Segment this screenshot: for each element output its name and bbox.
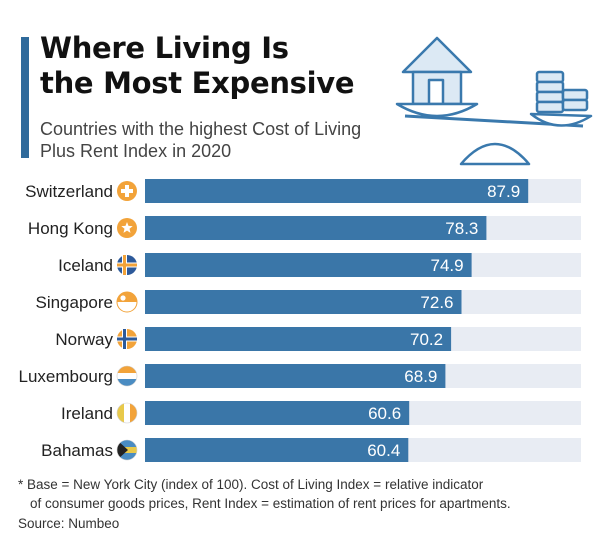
bar-row: 60.6 Ireland [61,401,581,425]
title-line-1: Where Living Is [40,31,289,65]
bar-row: 60.4 Bahamas [41,438,581,462]
bahamas-flag-icon [116,439,138,461]
data-label: 60.6 [368,404,401,423]
bar [145,364,446,388]
category-label: Switzerland [25,182,113,201]
bar-row: 72.6 Singapore [35,290,581,314]
footnote-line-1: * Base = New York City (index of 100). C… [18,477,484,492]
house-icon [401,36,473,106]
subtitle-line-1: Countries with the highest Cost of Livin… [40,119,362,139]
switzerland-flag-icon [117,181,137,201]
ireland-flag-icon [116,402,138,424]
coins-icon [535,70,589,114]
category-label: Iceland [58,256,113,275]
bar [145,253,472,277]
hong-kong-flag-icon [117,218,137,238]
data-label: 74.9 [431,256,464,275]
bar [145,438,409,462]
bar-row: 70.2 Norway [55,327,581,351]
chart-title: Where Living Is the Most Expensive [40,31,420,101]
luxembourg-flag-icon [116,365,138,387]
bar [145,327,452,351]
house-scale-illustration [395,36,593,166]
iceland-flag-icon [117,255,137,275]
bar [145,401,410,425]
chart-subtitle: Countries with the highest Cost of Livin… [40,118,440,162]
footnote-line-2: of consumer goods prices, Rent Index = e… [30,496,511,511]
source-note: Source: Numbeo [18,516,120,531]
subtitle-line-2: Plus Rent Index in 2020 [40,141,232,161]
bar-row: 87.9 Switzerland [25,179,581,203]
category-label: Norway [55,330,113,349]
norway-flag-icon [117,329,137,349]
data-label: 68.9 [404,367,437,386]
accent-bar [21,37,29,158]
data-label: 70.2 [410,330,443,349]
footnote: * Base = New York City (index of 100). C… [18,475,593,513]
bar [145,290,462,314]
bar [145,216,487,240]
title-line-2: the Most Expensive [40,66,355,100]
data-label: 78.3 [445,219,478,238]
category-label: Luxembourg [18,367,113,386]
category-label: Singapore [35,293,113,312]
data-label: 72.6 [420,293,453,312]
bar [145,179,529,203]
data-label: 60.4 [367,441,400,460]
singapore-flag-icon [116,291,138,313]
bar-row: 68.9 Luxembourg [18,364,581,388]
category-label: Bahamas [41,441,113,460]
bar-row: 74.9 Iceland [58,253,581,277]
bar-row: 78.3 Hong Kong [28,216,581,240]
data-label: 87.9 [487,182,520,201]
category-label: Hong Kong [28,219,113,238]
category-label: Ireland [61,404,113,423]
